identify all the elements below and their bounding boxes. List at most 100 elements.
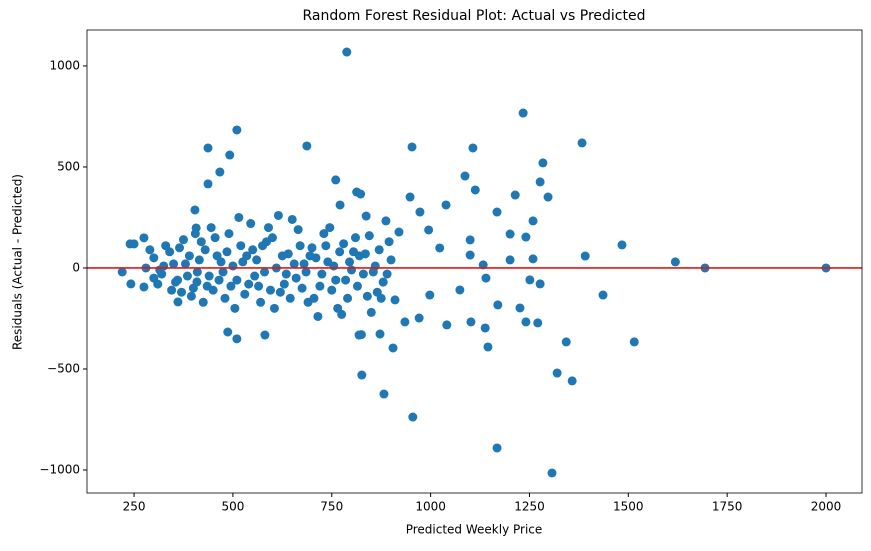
point xyxy=(234,212,244,222)
point xyxy=(345,257,355,267)
point xyxy=(180,259,190,269)
point xyxy=(260,330,270,340)
point xyxy=(552,368,562,378)
point xyxy=(629,337,639,347)
point xyxy=(466,317,476,327)
point xyxy=(279,279,289,289)
point xyxy=(343,293,353,303)
point xyxy=(535,279,545,289)
point xyxy=(528,216,538,226)
point xyxy=(215,167,225,177)
point xyxy=(379,389,389,399)
point xyxy=(390,295,400,305)
point xyxy=(175,243,185,253)
point xyxy=(325,223,335,233)
point xyxy=(171,277,181,287)
point xyxy=(424,225,434,235)
point xyxy=(224,229,234,239)
point xyxy=(415,207,425,217)
point xyxy=(349,247,359,257)
point xyxy=(577,138,587,148)
point xyxy=(617,240,627,250)
point xyxy=(192,267,202,277)
x-tick-label: 750 xyxy=(320,500,343,514)
point xyxy=(289,259,299,269)
point xyxy=(295,241,305,251)
point xyxy=(515,303,525,313)
point xyxy=(293,225,303,235)
point xyxy=(302,141,312,151)
point xyxy=(228,261,238,271)
point xyxy=(242,251,252,261)
point xyxy=(223,327,233,337)
x-axis-label: Predicted Weekly Price xyxy=(406,523,543,537)
point xyxy=(378,277,388,287)
point xyxy=(394,227,404,237)
point xyxy=(169,259,179,269)
point xyxy=(309,293,319,303)
point xyxy=(305,251,315,261)
chart-title: Random Forest Residual Plot: Actual vs P… xyxy=(302,8,645,24)
point xyxy=(232,275,242,285)
point xyxy=(441,200,451,210)
point xyxy=(258,241,268,251)
point xyxy=(470,185,480,195)
point xyxy=(252,255,262,265)
y-tick-label: 1000 xyxy=(49,58,80,72)
point xyxy=(481,273,491,283)
point xyxy=(307,243,317,253)
point xyxy=(483,342,493,352)
point xyxy=(313,311,323,321)
point xyxy=(327,285,337,295)
point xyxy=(435,243,445,253)
point xyxy=(190,229,200,239)
point xyxy=(362,291,372,301)
point xyxy=(510,190,520,200)
point xyxy=(361,211,371,221)
x-tick-label: 1250 xyxy=(514,500,545,514)
point xyxy=(317,269,327,279)
point xyxy=(425,290,435,300)
point xyxy=(126,279,136,289)
point xyxy=(230,303,240,313)
x-tick-label: 500 xyxy=(221,500,244,514)
point xyxy=(414,313,424,323)
x-tick-label: 250 xyxy=(123,500,146,514)
point xyxy=(190,205,200,215)
point xyxy=(341,275,351,285)
point xyxy=(202,281,212,291)
point xyxy=(561,337,571,347)
point xyxy=(269,303,279,313)
point xyxy=(468,143,478,153)
point xyxy=(543,192,553,202)
point xyxy=(178,235,188,245)
point xyxy=(580,251,590,261)
point xyxy=(329,261,339,271)
point xyxy=(347,265,357,275)
point xyxy=(339,239,349,249)
point xyxy=(319,229,329,239)
point xyxy=(256,297,266,307)
point xyxy=(375,329,385,339)
point xyxy=(321,241,331,251)
point xyxy=(285,293,295,303)
point xyxy=(186,291,196,301)
point xyxy=(382,269,392,279)
point xyxy=(493,300,503,310)
point xyxy=(244,279,254,289)
point xyxy=(331,175,341,185)
point xyxy=(184,251,194,261)
point xyxy=(220,293,230,303)
point xyxy=(297,283,307,293)
point xyxy=(374,245,384,255)
point xyxy=(210,233,220,243)
point xyxy=(670,257,680,267)
point xyxy=(275,287,285,297)
point xyxy=(204,271,214,281)
point xyxy=(200,245,210,255)
point xyxy=(149,253,159,263)
x-tick-label: 1000 xyxy=(415,500,446,514)
point xyxy=(538,158,548,168)
point xyxy=(356,330,366,340)
point xyxy=(528,254,538,264)
